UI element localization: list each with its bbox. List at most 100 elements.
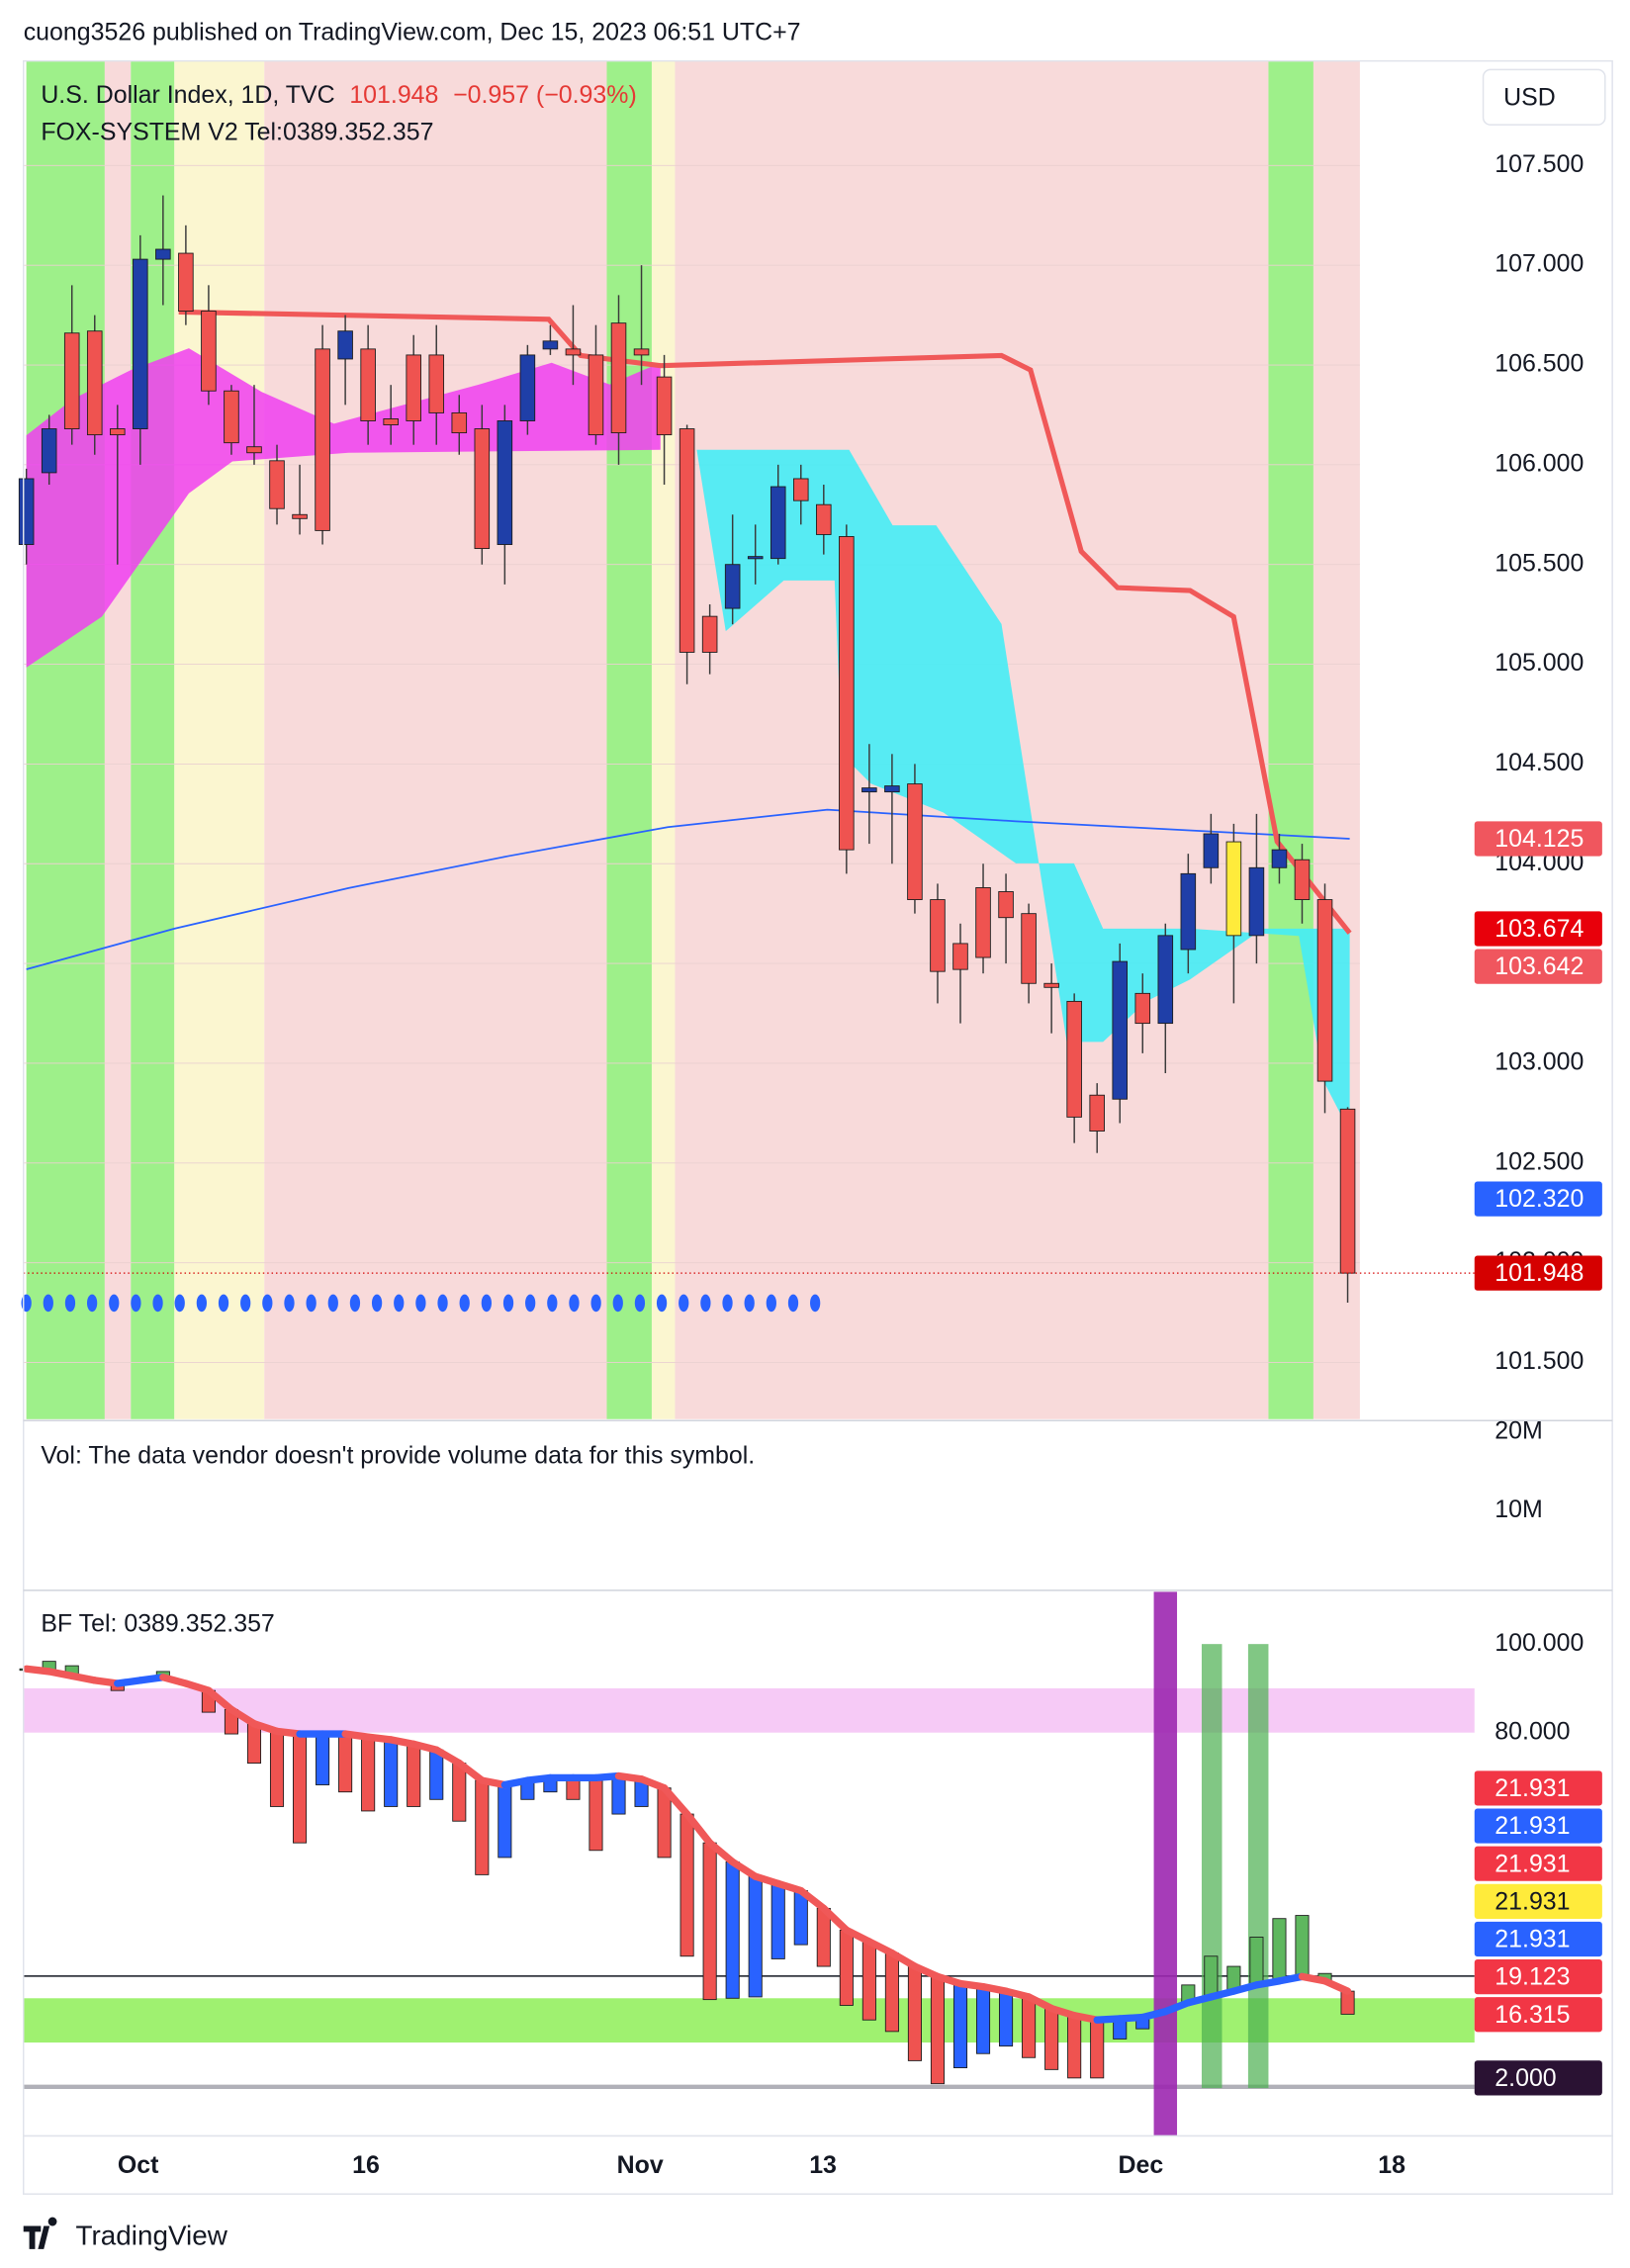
x-tick-label: 13 (809, 2151, 837, 2179)
signal-line (273, 1727, 304, 1738)
signal-dot (590, 1294, 601, 1313)
oscillator-bar (498, 1784, 512, 1859)
signal-dot (634, 1294, 646, 1313)
x-tick-label: 18 (1378, 2151, 1405, 2179)
signal-line (1025, 1993, 1055, 2013)
oscillator-bar (589, 1776, 603, 1852)
signal-dot (349, 1294, 361, 1313)
candle-body (1294, 859, 1311, 900)
candle-body (816, 503, 832, 535)
signal-line (500, 1776, 532, 1789)
signal-dot (459, 1294, 470, 1313)
y-tick-label: 102.500 (1494, 1147, 1584, 1175)
signal-line (1116, 2013, 1146, 2023)
oscillator-bar (384, 1739, 399, 1807)
event-column (1201, 1644, 1222, 2089)
oscillator-bar (930, 1975, 946, 2085)
price-label-box (1474, 1255, 1602, 1291)
oscillator-bar (861, 1941, 876, 2021)
y-tick-label: 107.000 (1494, 250, 1584, 278)
y-tick-label: 80.000 (1494, 1717, 1570, 1745)
signal-line (591, 1771, 623, 1782)
signal-line (68, 1672, 99, 1684)
volume-title: Vol: The data vendor doesn't provide vol… (41, 1441, 755, 1469)
currency[interactable]: USD (1503, 83, 1556, 111)
oscillator-bar (338, 1733, 353, 1793)
candle-body (269, 460, 285, 509)
oscillator-bar (770, 1882, 785, 1959)
candle-body (1112, 960, 1129, 1100)
footer-brand: TradingView (76, 2221, 228, 2251)
candle-body (1225, 841, 1242, 937)
price-change: −0.957 (−0.93%) (453, 80, 637, 108)
signal-dot (109, 1294, 120, 1313)
signal-line (1161, 1999, 1192, 2016)
candle-body (861, 787, 877, 793)
publish-header: cuong3526 published on TradingView.com, … (24, 18, 801, 45)
price-label: 104.125 (1494, 825, 1584, 853)
candle-body (770, 486, 786, 560)
signal-band (1268, 60, 1313, 1419)
signal-line (774, 1879, 805, 1895)
signal-line (888, 1949, 919, 1970)
zone (23, 1998, 1475, 2043)
signal-line (1275, 1972, 1307, 1985)
candle-body (1316, 899, 1333, 1082)
signal-dot (64, 1294, 76, 1313)
signal-line (409, 1740, 440, 1754)
price-label: 103.674 (1494, 915, 1584, 943)
signal-line (865, 1938, 896, 1957)
candle-body (633, 348, 650, 356)
candle-body (1248, 866, 1265, 937)
candle-body (1043, 982, 1059, 988)
price-label: 19.123 (1494, 1963, 1570, 1991)
oscillator-bar (293, 1733, 308, 1844)
signal-line (91, 1677, 122, 1687)
signal-band (606, 60, 652, 1419)
signal-dot (787, 1294, 799, 1313)
price-label: 21.931 (1494, 1926, 1570, 1953)
y-tick-label: 106.000 (1494, 449, 1584, 477)
price-label-box (1474, 949, 1602, 984)
main-panel (18, 164, 1475, 1363)
candle-body (406, 354, 421, 421)
candle-body (930, 899, 946, 972)
candle-body (884, 785, 900, 793)
oscillator-panel (19, 1591, 1475, 2136)
oscillator-bar (452, 1763, 467, 1822)
signal-dot (415, 1294, 426, 1313)
y-tick-label: 105.000 (1494, 649, 1584, 677)
signal-dot (43, 1294, 53, 1313)
signal-line (705, 1839, 737, 1866)
currency-box[interactable] (1482, 68, 1606, 126)
signal-band (264, 60, 607, 1419)
signal-dot (327, 1294, 338, 1313)
candle-body (110, 428, 126, 436)
candle-body (337, 330, 353, 360)
signal-line (956, 1979, 987, 1991)
event-column (1247, 1644, 1269, 2089)
oscillator-bar (679, 1813, 694, 1957)
signal-line (1207, 1987, 1238, 2001)
signal-line (797, 1886, 828, 1913)
candle-body (975, 887, 991, 958)
candle-body (1021, 913, 1037, 984)
signal-band (104, 60, 132, 1419)
candle-body (315, 348, 330, 531)
signal-dot (525, 1294, 536, 1313)
signal-dot (810, 1294, 821, 1313)
candle-body (792, 478, 809, 501)
candle-body (588, 354, 604, 436)
signal-dot (766, 1294, 776, 1313)
candle-body (246, 446, 262, 454)
signal-dot (744, 1294, 755, 1313)
backgrounds (26, 60, 1360, 1419)
signal-dot (284, 1294, 295, 1313)
price-label-box (1474, 911, 1602, 947)
indicator-title: FOX-SYSTEM V2 Tel:0389.352.357 (41, 119, 433, 146)
signal-line (1229, 1981, 1261, 1995)
oscillator-bar (884, 1952, 899, 2033)
signal-dot (437, 1294, 448, 1313)
signal-line (1047, 2004, 1078, 2020)
symbol-title: U.S. Dollar Index, 1D, TVC 101.948 −0.957 … (41, 80, 636, 108)
